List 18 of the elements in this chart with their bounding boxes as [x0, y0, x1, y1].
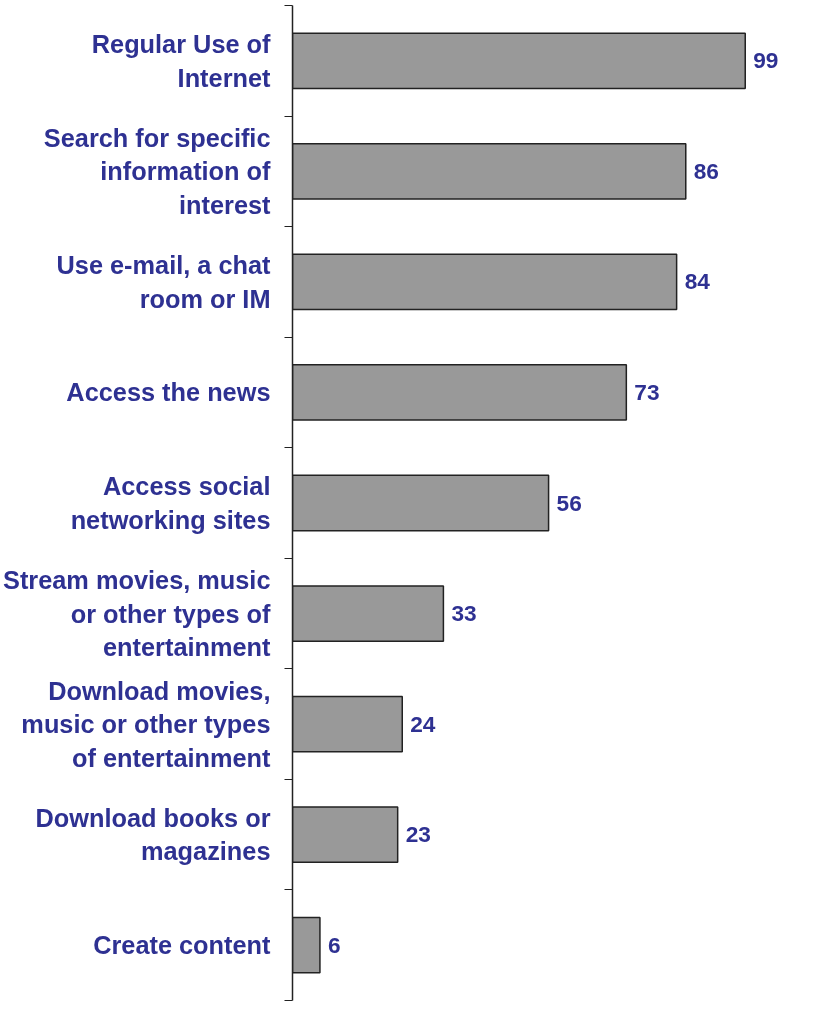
y-tick-label: Create content [93, 931, 272, 960]
y-tick-label: Access social networking sites [70, 472, 271, 534]
y-tick-label: Search for specific information of interest [43, 123, 272, 219]
data-label: 6 [327, 931, 341, 958]
y-tick-label: Download books or magazines [35, 803, 271, 866]
y-tick-label: Download movies, music or other types of entertainment [21, 676, 272, 772]
data-label: 23 [405, 821, 431, 848]
data-label: 99 [753, 47, 779, 74]
data-label: 84 [684, 268, 711, 295]
data-label: 73 [634, 378, 660, 405]
y-tick-label: Access the news [66, 378, 271, 407]
y-tick-label: Regular Use of Internet [91, 29, 272, 92]
y-tick-label: Use e-mail, a chat room or IM [56, 251, 272, 313]
data-label: 86 [693, 157, 719, 184]
data-label: 56 [556, 489, 582, 516]
data-label: 33 [451, 600, 477, 627]
y-tick-label: Stream movies, music or other types of entertainment [3, 565, 272, 662]
data-label: 24 [410, 710, 436, 737]
